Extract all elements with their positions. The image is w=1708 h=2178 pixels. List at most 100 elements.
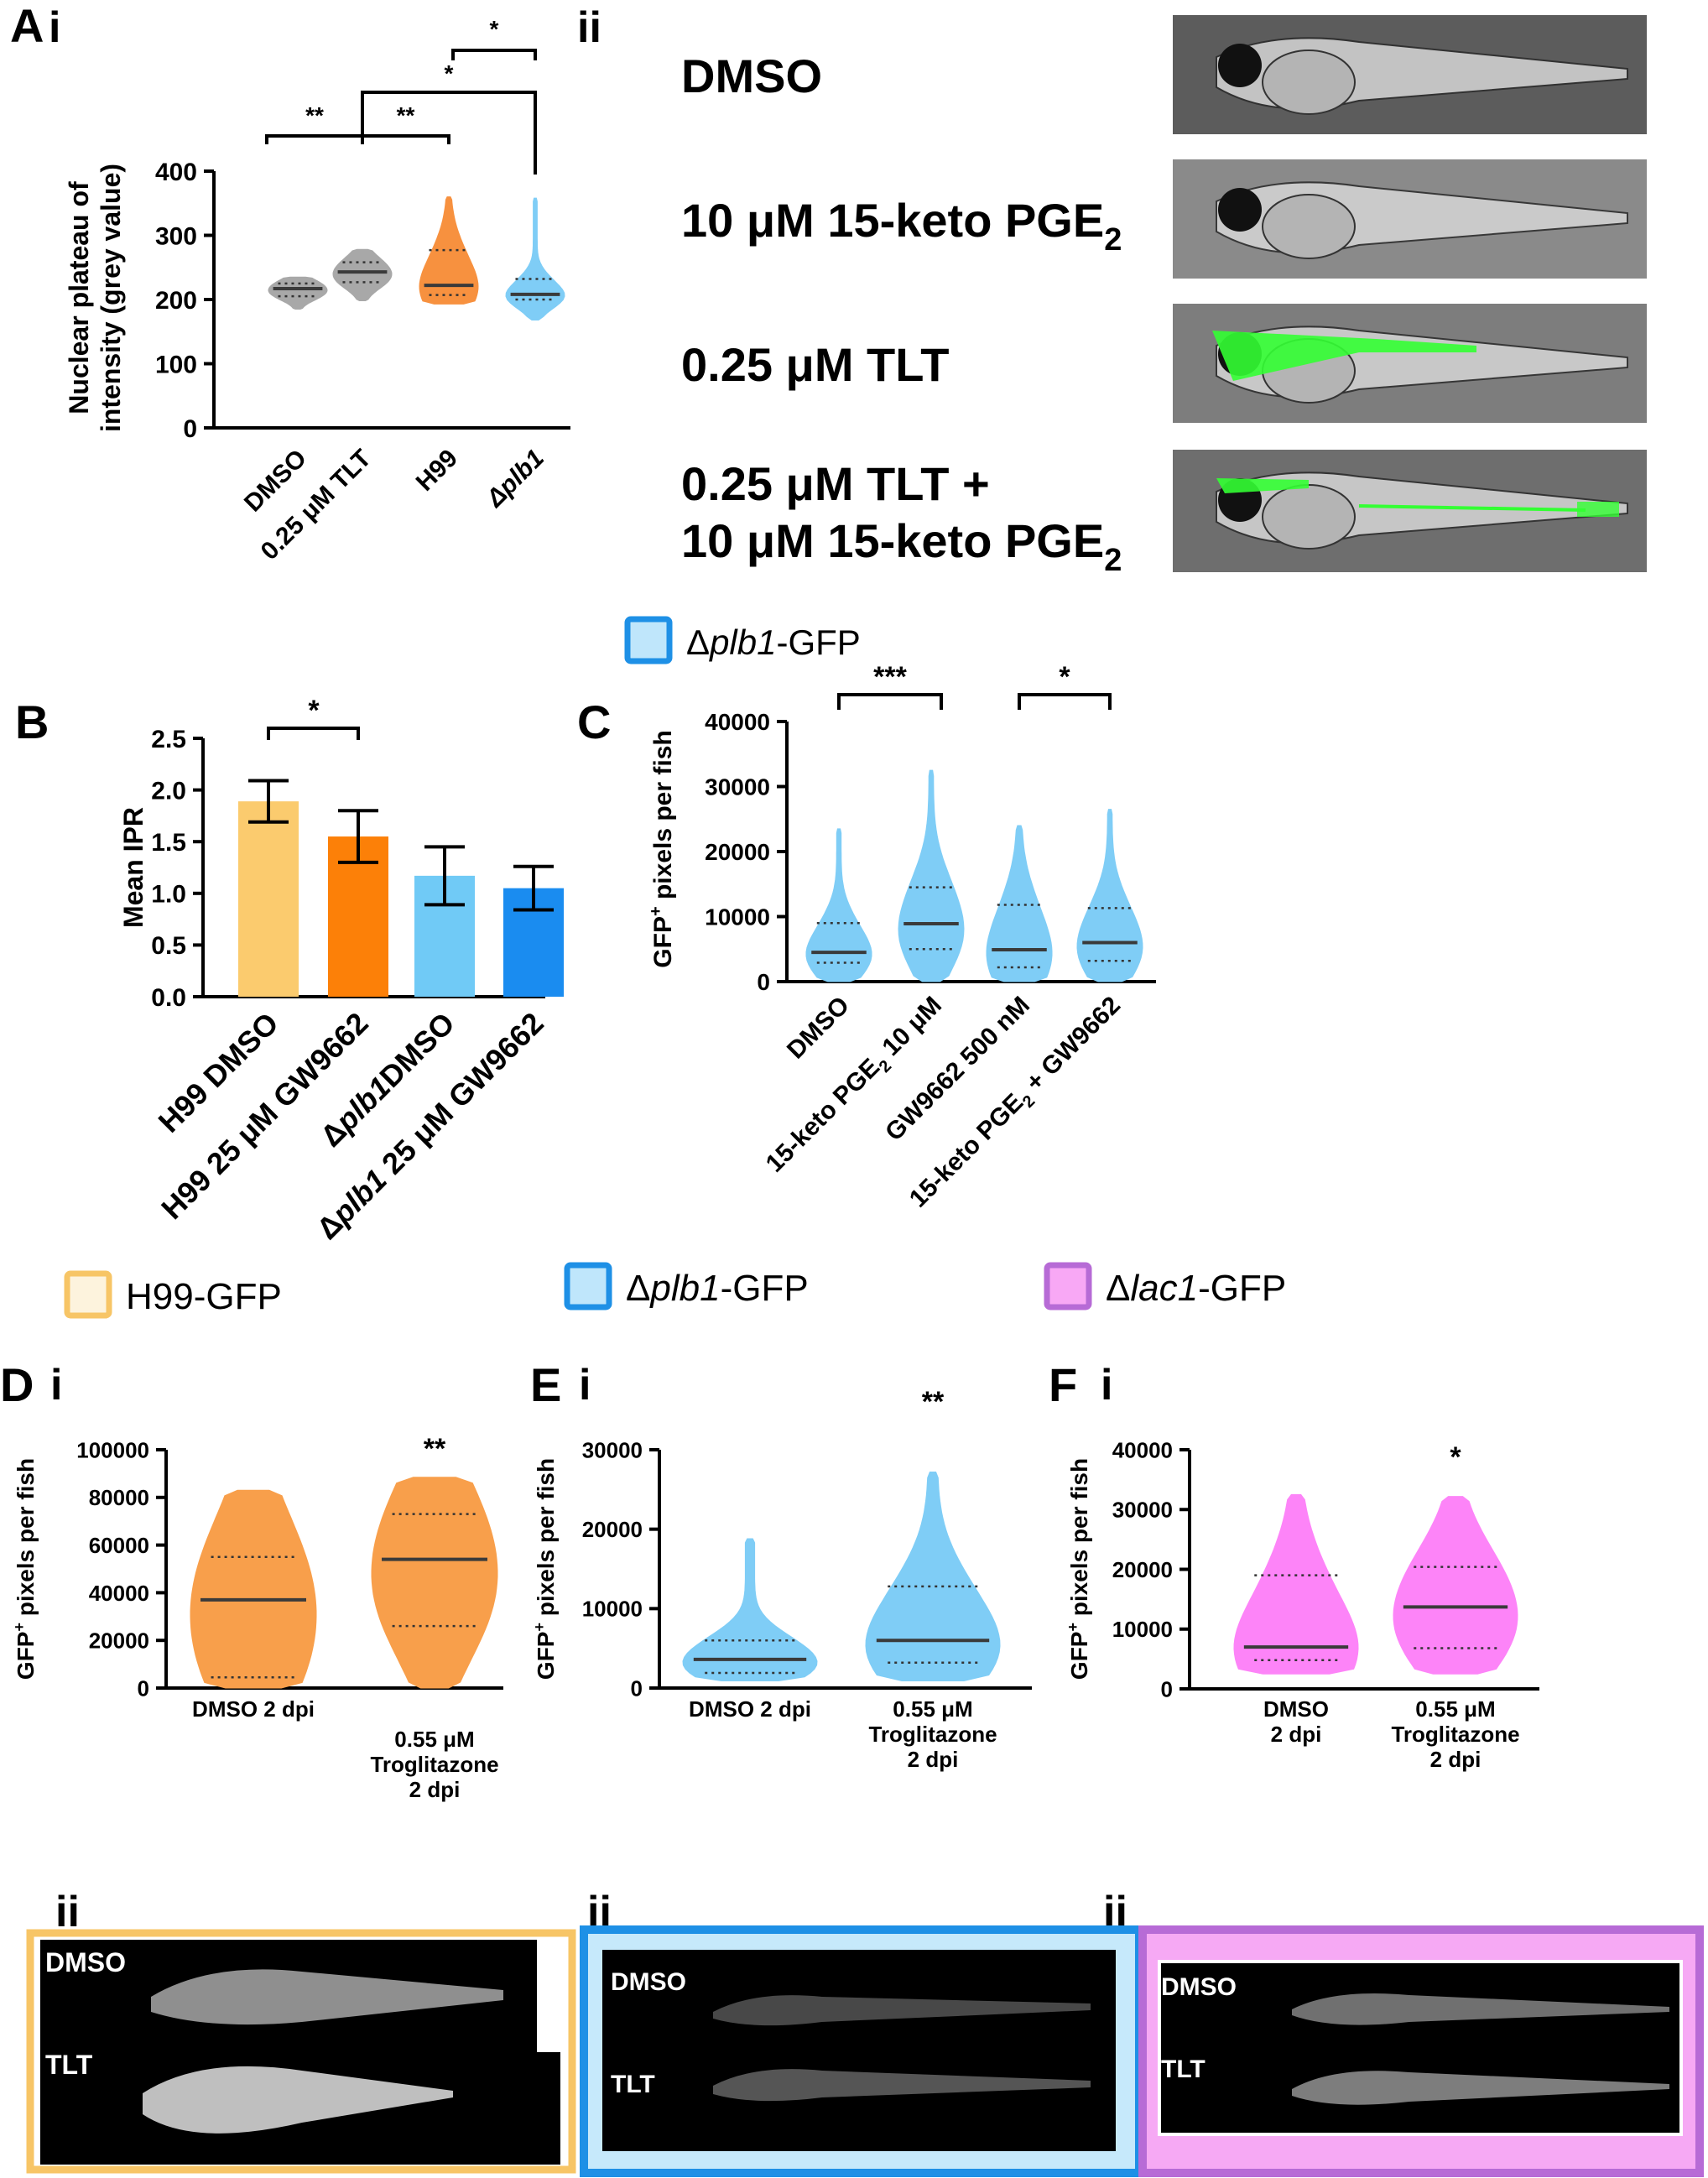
- imaging-ii-row: DMSO TLT DMSO TLT DMSO TLT: [26, 1925, 1704, 2177]
- label-subscript: 2: [1104, 543, 1122, 578]
- eye: [1218, 188, 1262, 232]
- image-label: DMSO: [1161, 1973, 1237, 2001]
- label-italic: plb1: [648, 1268, 720, 1309]
- panel-label-f: F: [1049, 1358, 1077, 1411]
- y-tick-label: 40000: [705, 709, 770, 735]
- gfp-signal: [1577, 502, 1619, 517]
- label-text: -GFP: [721, 1268, 809, 1309]
- x-tick-label: 2 dpi: [908, 1747, 959, 1772]
- yolk: [1262, 484, 1356, 550]
- x-tick-label: Troglitazone: [370, 1752, 498, 1777]
- y-tick-label: 20000: [705, 839, 770, 865]
- x-tick-label: Troglitazone: [1391, 1722, 1519, 1747]
- chart-ai: 0 100 200 300 400 Nuclear plateau ofintensity…: [64, 16, 570, 565]
- condition-label: 0.25 μM TLT: [681, 338, 949, 391]
- larva-body: [151, 1969, 503, 2025]
- legend-swatch: [64, 1270, 112, 1319]
- yolk: [1262, 194, 1356, 259]
- x-tick-label: Δplb1: [481, 445, 549, 513]
- violin: [371, 1477, 498, 1689]
- y-tick-label: 0: [183, 415, 197, 443]
- condition-label: DMSO: [681, 50, 822, 102]
- condition-label: 0.25 μM TLT +: [681, 457, 990, 510]
- x-tick-label: 2 dpi: [1271, 1722, 1322, 1747]
- legend-swatch: [1044, 1262, 1092, 1310]
- panel-label-b: B: [15, 696, 49, 748]
- label-text: 10 μM 15-keto PGE: [681, 194, 1104, 247]
- panel-label-e: E: [530, 1358, 561, 1411]
- significance-stars: *: [1059, 661, 1070, 693]
- legend-label: Δplb1-GFP: [626, 1268, 809, 1309]
- panel-label-c: C: [577, 696, 611, 748]
- image-label: TLT: [1161, 2056, 1205, 2083]
- significance-bracket: [361, 134, 450, 144]
- violin: [332, 248, 393, 301]
- label-text: + GW9662: [1016, 992, 1126, 1102]
- panel-label-a: A: [10, 0, 44, 52]
- x-tick-label: 2 dpi: [409, 1777, 461, 1802]
- violin: [268, 276, 328, 310]
- y-tick-label: 30000: [705, 774, 770, 800]
- x-tick-label: 0.55 μM: [1415, 1696, 1495, 1722]
- chart-c: 0 10000 20000 30000 40000 GFP+ pixels per fis…: [647, 661, 1156, 1213]
- label-text: pixels per fish: [13, 1458, 39, 1623]
- violin: [898, 769, 965, 982]
- violin: [1076, 809, 1143, 982]
- label-text: DMSO: [782, 992, 855, 1065]
- violin: [805, 828, 872, 982]
- x-tick-label: Troglitazone: [868, 1722, 997, 1747]
- image-label: DMSO: [45, 1947, 126, 1977]
- label-text: Δ: [686, 623, 710, 662]
- violin: [419, 196, 479, 305]
- label-text: pixels per fish: [1066, 1458, 1092, 1623]
- gfp-signal: [1358, 504, 1586, 512]
- significance-bracket: [1018, 693, 1112, 710]
- significance-stars: **: [424, 1433, 446, 1465]
- panel-label-ai: i: [49, 3, 60, 52]
- x-tick-label: DMSO: [782, 992, 855, 1065]
- significance-stars: **: [305, 102, 324, 128]
- significance-stars: *: [490, 16, 499, 42]
- label-text: pixels per fish: [533, 1458, 559, 1623]
- violin: [1393, 1496, 1518, 1675]
- larva-body: [1292, 2071, 1669, 2105]
- larva-body: [713, 2069, 1091, 2102]
- condition-label: 10 μM 15-keto PGE2: [681, 194, 1122, 258]
- legend-swatch: [564, 1262, 612, 1310]
- y-tick-label: 30000: [1112, 1498, 1173, 1523]
- y-tick-label: 30000: [582, 1437, 643, 1462]
- significance-stars: **: [922, 1386, 945, 1418]
- x-tick-label: 2 dpi: [1430, 1747, 1481, 1772]
- y-tick-label: 10000: [582, 1597, 643, 1622]
- y-tick-label: 200: [155, 287, 197, 315]
- panel-label-dii: ii: [55, 1888, 80, 1936]
- y-tick-label: 100000: [76, 1437, 149, 1462]
- y-tick-label: 400: [155, 159, 197, 186]
- label-text: GFP: [13, 1632, 39, 1680]
- label-superscript: +: [647, 906, 665, 916]
- label-text: 10 μM 15-keto PGE: [681, 514, 1104, 567]
- violin: [1233, 1493, 1359, 1675]
- y-tick-label: 60000: [89, 1533, 149, 1558]
- gfp-signal: [1216, 478, 1309, 493]
- image-label: TLT: [611, 2071, 655, 2098]
- violin: [682, 1538, 818, 1681]
- y-tick-label: 0: [1161, 1676, 1173, 1701]
- panel-label-aii: ii: [577, 3, 601, 52]
- chart-ei: 0 10000 20000 30000 GFP+ pixels per fish DMSO…: [531, 1386, 1032, 1772]
- label-text: GFP: [533, 1632, 559, 1680]
- significance-bracket: [451, 49, 537, 60]
- label-text: GFP: [1066, 1632, 1092, 1680]
- label-superscript: +: [531, 1623, 548, 1632]
- x-tick-label: 0.55 μM: [394, 1727, 474, 1752]
- y-tick-label: 1.0: [151, 881, 186, 909]
- label-text: Δ: [1106, 1268, 1130, 1309]
- x-tick-label: DMSO 2 dpi: [689, 1696, 811, 1722]
- label-subscript: 2: [1104, 222, 1122, 258]
- violin: [986, 825, 1053, 982]
- y-tick-label: 0: [138, 1675, 149, 1701]
